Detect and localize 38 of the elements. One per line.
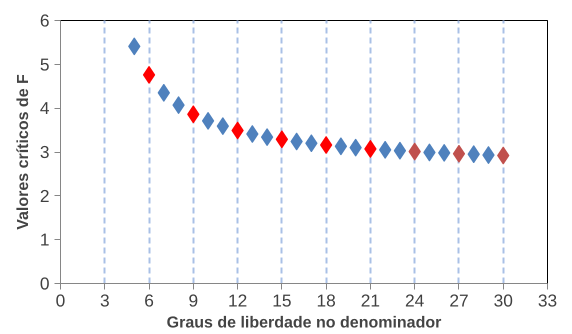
x-tick-label: 21 [360,290,380,310]
point [423,143,436,162]
x-tick-label: 24 [405,290,425,310]
point [305,134,318,152]
y-tick-label: 4 [40,98,50,118]
point [452,144,466,163]
point [334,137,348,156]
x-tick-label: 6 [144,290,154,310]
y-tick-label: 6 [40,10,50,30]
point [320,136,332,154]
point [394,142,406,160]
x-tick-label: 27 [449,290,469,310]
x-tick-label: 30 [494,290,513,310]
x-tick-label: 0 [56,290,66,310]
y-tick-label: 0 [40,274,50,294]
x-axis-title: Graus de liberdade no denominador [166,314,442,332]
y-tick-label: 2 [40,186,50,206]
point [290,132,303,150]
x-tick-label: 18 [316,290,336,310]
x-tick-label: 15 [272,290,292,310]
point [349,138,362,157]
y-tick-label: 1 [40,230,50,250]
point [142,66,156,84]
point [231,122,244,140]
x-tick-label: 12 [228,290,248,310]
point [260,128,274,146]
y-tick-label: 5 [40,54,50,74]
x-tick-label: 33 [538,290,558,310]
point [482,146,495,164]
x-tick-label: 9 [188,290,198,310]
point [202,112,214,130]
point [172,96,185,114]
x-tick-label: 3 [100,290,110,310]
y-tick-label: 3 [40,142,50,162]
point [364,140,377,158]
y-axis-title: Valores críticos de F [14,74,32,230]
point [276,130,288,148]
point [246,125,259,144]
